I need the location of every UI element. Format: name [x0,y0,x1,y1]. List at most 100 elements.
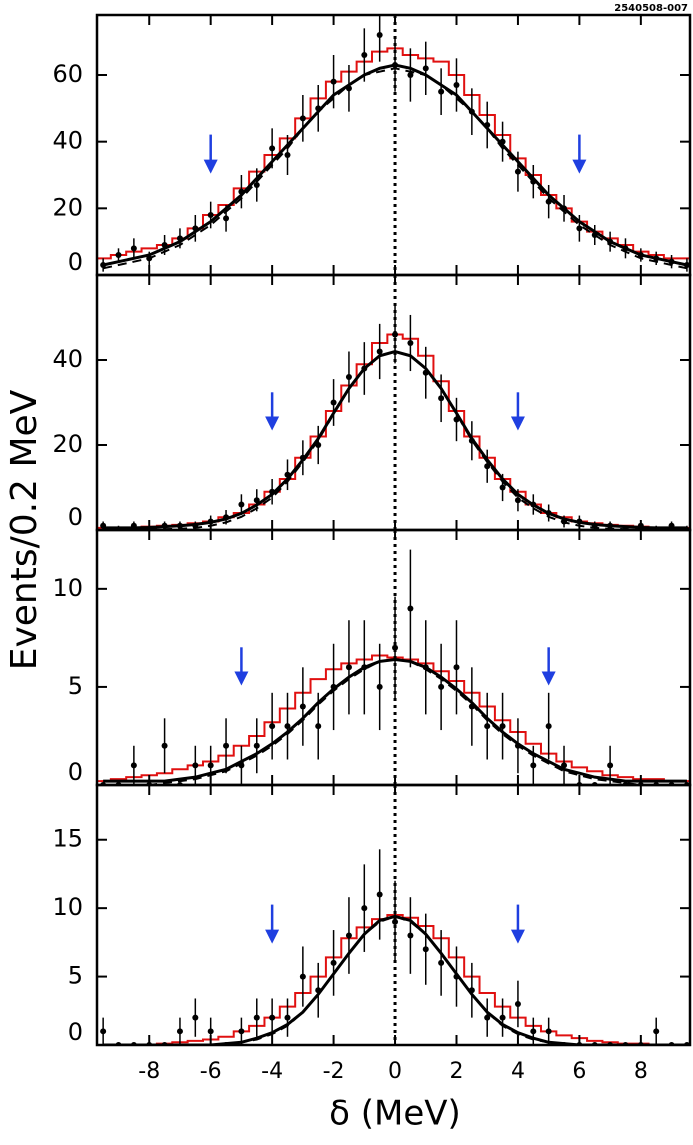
x-tick-label: -8 [138,1059,160,1084]
data-point [253,497,260,504]
data-point [407,932,414,939]
data-point [438,395,445,402]
data-point [514,497,521,504]
data-point [130,522,137,529]
data-point [269,488,276,495]
data-point [653,1028,660,1035]
data-point [315,987,322,994]
data-point [192,1014,199,1021]
arrow-head [510,929,525,944]
data-point [422,369,429,376]
data-point [499,138,506,145]
data-point [468,108,475,115]
data-point [192,762,199,769]
data-point [130,762,137,769]
data-point [514,742,521,749]
y-tick-label: 10 [52,893,83,921]
data-point [176,522,183,529]
data-point [453,416,460,423]
data-point [345,932,352,939]
data-point [192,522,199,529]
y-tick-label: 0 [68,248,83,276]
data-point [376,891,383,898]
panel-frame [95,273,692,532]
data-point [238,762,245,769]
dashed-curve [103,658,687,785]
data-point [376,32,383,38]
y-tick-label: 0 [68,758,83,786]
x-axis-label: δ (MeV) [329,1094,461,1134]
data-point [100,522,107,529]
data-point [607,522,614,529]
data-point [468,987,475,994]
data-point [422,65,429,72]
data-point [468,703,475,710]
data-point [315,723,322,730]
plot-area [97,849,690,1045]
data-point [315,442,322,448]
data-point [253,1014,260,1021]
data-point [530,501,537,508]
arrow-head [265,416,280,431]
data-point [207,212,214,218]
data-point [499,723,506,730]
data-point [130,245,137,252]
data-point [407,605,414,612]
data-point [161,242,168,248]
data-point [576,225,583,232]
data-point [607,762,614,769]
data-point [637,252,644,258]
data-point [484,723,491,730]
data-point [284,1014,291,1021]
panel: 0 20 40 60 [52,13,692,277]
data-point [238,1028,245,1035]
data-point [299,703,306,710]
data-point [269,145,276,152]
data-point [207,762,214,769]
data-point [361,905,368,912]
data-point [238,501,245,508]
data-point [361,52,368,58]
data-point [499,484,506,491]
data-point [484,1014,491,1021]
data-point [607,238,614,245]
dashed-curve [103,350,687,530]
x-tick-label: 4 [511,1059,525,1084]
data-point [453,82,460,88]
data-point [269,723,276,730]
data-point [545,198,552,205]
data-point [453,973,460,980]
x-tick-label: -2 [323,1059,345,1084]
data-point [422,946,429,953]
data-point [407,340,414,346]
data-point [561,518,568,525]
data-point [284,723,291,730]
data-point [591,232,598,238]
data-point [668,522,675,529]
plot-area [97,549,690,785]
data-point [668,258,675,265]
y-tick-label: 40 [52,127,83,155]
data-point [545,1028,552,1035]
data-point [238,188,245,195]
panel: 0 5 10 15 -8 -6 -4 -2 0 2 4 6 8 [52,783,692,1084]
data-point [345,374,352,380]
data-point [223,514,230,521]
arrow-head [234,671,249,686]
arrow-head [510,416,525,431]
y-tick-label: 0 [68,1018,83,1046]
data-point [514,1000,521,1007]
data-point [330,683,337,690]
data-point [453,664,460,671]
data-point [269,1014,276,1021]
data-point [100,262,107,268]
data-point [438,683,445,690]
data-point [376,683,383,690]
data-point [622,245,629,252]
y-tick-label: 20 [52,430,83,458]
data-point [376,348,383,355]
arrow-head [572,159,587,174]
y-tick-label: 60 [52,60,83,88]
